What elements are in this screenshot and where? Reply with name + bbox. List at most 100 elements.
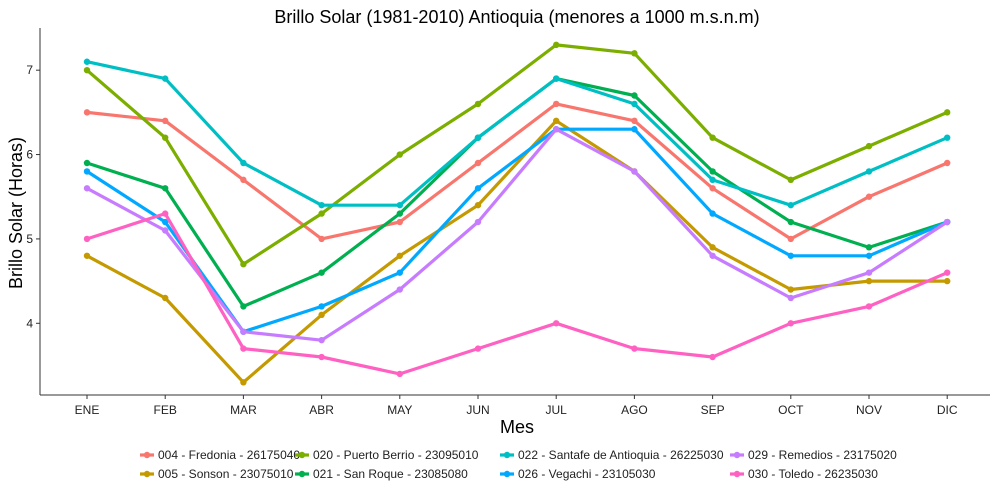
data-point — [787, 294, 794, 302]
data-point — [240, 303, 247, 310]
y-tick-label: 6 — [26, 148, 33, 162]
data-point — [709, 176, 716, 184]
data-point — [787, 286, 794, 293]
x-tick-label: MAY — [387, 403, 412, 417]
legend-item: 020 - Puerto Berrio - 23095010 — [295, 448, 479, 462]
legend: 004 - Fredonia - 26175040 005 - Sonson - … — [140, 448, 897, 481]
data-point — [787, 235, 794, 243]
data-point — [553, 100, 560, 108]
legend-item: 030 - Toledo - 26235030 — [730, 467, 878, 481]
data-point — [318, 311, 325, 319]
legend-label: 020 - Puerto Berrio - 23095010 — [313, 448, 479, 462]
data-point — [162, 227, 169, 234]
legend-item: 005 - Sonson - 23075010 — [140, 467, 294, 481]
data-point — [631, 168, 638, 175]
x-axis-title: Mes — [500, 417, 534, 437]
data-point — [865, 142, 873, 150]
data-point — [162, 185, 169, 192]
data-point — [162, 134, 169, 141]
series-line — [85, 127, 949, 342]
data-point — [83, 109, 91, 116]
x-tick-label: JUN — [466, 403, 489, 417]
x-tick-label: OCT — [778, 403, 804, 417]
data-point — [787, 218, 794, 226]
legend-label: 004 - Fredonia - 26175040 — [158, 448, 300, 462]
legend-key-point — [733, 470, 741, 478]
data-point — [83, 185, 91, 192]
data-point — [631, 117, 638, 125]
legend-label: 021 - San Roque - 23085080 — [313, 467, 468, 481]
series-7 — [83, 126, 951, 344]
data-point — [553, 126, 560, 133]
data-point — [318, 210, 325, 217]
x-tick-label: MAR — [230, 403, 257, 417]
data-point — [944, 277, 951, 285]
data-point — [553, 75, 560, 82]
data-point — [787, 252, 794, 259]
series-line — [85, 102, 949, 241]
legend-key-point — [733, 451, 741, 459]
x-tick-label: NOV — [856, 403, 882, 417]
data-point — [83, 168, 91, 175]
data-point — [709, 244, 716, 251]
data-point — [162, 294, 169, 302]
data-point — [83, 252, 91, 259]
data-point — [240, 328, 247, 335]
data-point — [240, 261, 247, 268]
series-line — [85, 60, 949, 207]
chart-title: Brillo Solar (1981-2010) Antioquia (meno… — [274, 7, 759, 27]
y-tick-label: 4 — [26, 316, 33, 330]
x-tick-label: JUL — [546, 403, 568, 417]
legend-key-point — [503, 451, 511, 459]
legend-label: 022 - Santafe de Antioquia - 26225030 — [518, 448, 724, 462]
data-point — [709, 353, 716, 361]
data-point — [631, 92, 638, 99]
x-tick-label: ABR — [309, 403, 334, 417]
data-point — [396, 286, 403, 293]
x-tick-label: DIC — [937, 403, 958, 417]
data-point — [318, 303, 325, 310]
data-point — [474, 134, 482, 141]
data-point — [631, 126, 638, 133]
data-point — [474, 201, 482, 209]
legend-key-point — [143, 470, 151, 478]
data-point — [944, 269, 951, 276]
data-point — [240, 176, 247, 184]
data-point — [787, 201, 794, 209]
data-point — [631, 50, 638, 57]
legend-label: 029 - Remedios - 23175020 — [748, 448, 897, 462]
x-tick-label: SEP — [701, 403, 725, 417]
data-point — [396, 151, 403, 158]
data-point — [787, 320, 794, 327]
series-8 — [83, 210, 951, 378]
data-point — [553, 117, 560, 125]
data-point — [83, 66, 91, 74]
data-point — [865, 303, 873, 310]
y-axis-title: Brillo Solar (Horas) — [6, 137, 26, 289]
data-point — [396, 218, 403, 226]
series-line — [85, 43, 949, 266]
x-tick-label: ENE — [75, 403, 100, 417]
data-point — [709, 210, 716, 217]
data-point — [865, 269, 873, 276]
data-point — [865, 193, 873, 200]
data-point — [865, 252, 873, 259]
data-point — [474, 159, 482, 167]
data-point — [83, 235, 91, 243]
data-point — [944, 109, 951, 116]
data-point — [474, 185, 482, 192]
legend-item: 026 - Vegachi - 23105030 — [500, 467, 656, 481]
data-point — [865, 277, 873, 285]
data-point — [865, 168, 873, 175]
data-point — [631, 345, 638, 352]
data-point — [787, 176, 794, 184]
data-point — [83, 159, 91, 167]
legend-key-point — [143, 451, 151, 459]
x-tick-label: FEB — [154, 403, 177, 417]
data-point — [553, 320, 560, 327]
data-point — [865, 244, 873, 251]
data-point — [709, 252, 716, 259]
data-point — [553, 41, 560, 49]
data-point — [944, 134, 951, 141]
